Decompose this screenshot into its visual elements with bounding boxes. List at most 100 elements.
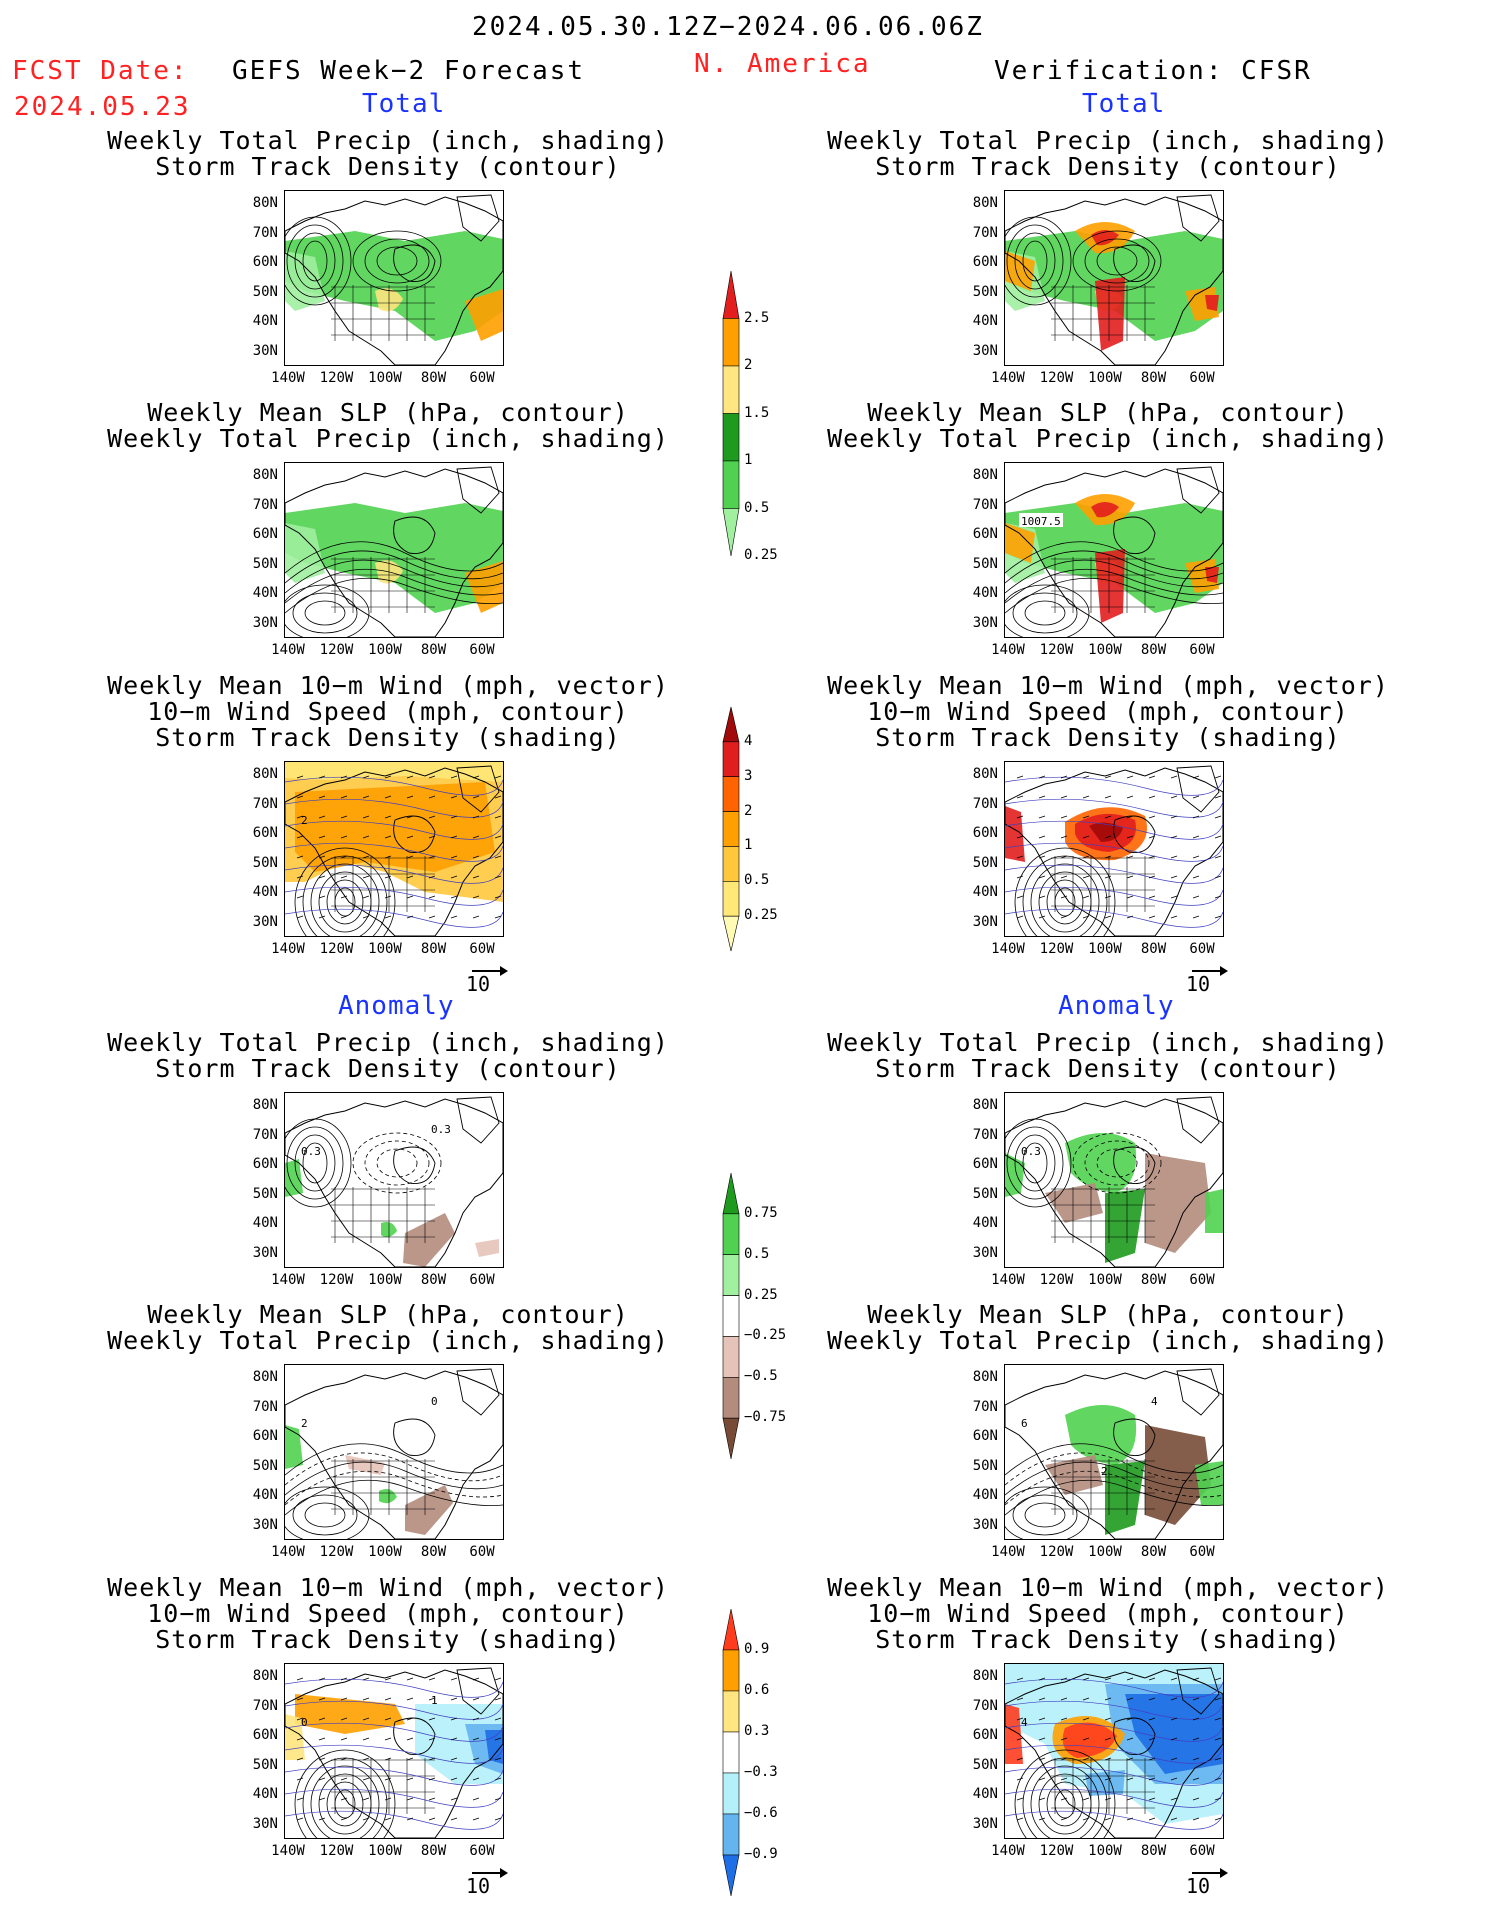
time-range-title: 2024.05.30.12Z−2024.06.06.06Z xyxy=(472,12,984,42)
colorbar-tick-label: −0.6 xyxy=(744,1805,778,1821)
panel-title-line: Weekly Mean SLP (hPa, contour) xyxy=(147,1300,629,1329)
longitude-tick-label: 140W xyxy=(271,370,305,386)
map-total-wind-left: 2 xyxy=(284,761,504,937)
latitude-tick-label: 80N xyxy=(252,1369,278,1385)
latitude-tick-label: 40N xyxy=(252,1215,278,1231)
colorbar-segment xyxy=(722,365,740,414)
longitude-tick-label: 100W xyxy=(1088,1272,1122,1288)
panel-title-total-wind-left: Weekly Mean 10−m Wind (mph, vector) 10−m … xyxy=(88,673,688,751)
panel-title-anom-slp-right: Weekly Mean SLP (hPa, contour) Weekly Tot… xyxy=(808,1302,1408,1354)
latitude-tick-label: 80N xyxy=(252,1668,278,1684)
latitude-tick-label: 40N xyxy=(252,1786,278,1802)
latitude-tick-label: 50N xyxy=(252,283,278,300)
longitude-tick-label: 120W xyxy=(319,941,354,957)
longitude-tick-label: 80W xyxy=(420,1272,447,1288)
colorbar-tick-label: 0.6 xyxy=(744,1682,770,1698)
panel-title-anom-wind-left: Weekly Mean 10−m Wind (mph, vector) 10−m … xyxy=(88,1575,688,1653)
colorbar-segment xyxy=(722,1772,740,1815)
section-anomaly-left: Anomaly xyxy=(338,991,455,1021)
panel-title-line: Weekly Mean 10−m Wind (mph, vector) xyxy=(107,1573,669,1602)
contour-label: 1 xyxy=(431,1694,438,1707)
colorbar-segment xyxy=(722,1690,740,1733)
latitude-tick-label: 60N xyxy=(252,526,278,542)
panel-title-anom-precip-left: Weekly Total Precip (inch, shading) Storm… xyxy=(88,1030,688,1082)
latitude-tick-label: 50N xyxy=(972,555,998,572)
panel-title-line: Weekly Total Precip (inch, shading) xyxy=(827,424,1389,453)
latitude-tick-label: 80N xyxy=(972,1369,998,1385)
longitude-tick-label: 60W xyxy=(1189,1544,1215,1560)
panel-title-line: 10−m Wind Speed (mph, contour) xyxy=(147,1599,629,1628)
latitude-tick-label: 30N xyxy=(252,1815,278,1832)
longitude-tick-label: 120W xyxy=(1039,1544,1074,1560)
latitude-tick-label: 30N xyxy=(252,1244,278,1261)
panel-title-line: Storm Track Density (shading) xyxy=(155,1625,621,1654)
longitude-tick-label: 60W xyxy=(469,1544,495,1560)
colorbar-segment xyxy=(722,811,740,847)
latitude-tick-label: 70N xyxy=(252,1398,278,1415)
panel-title-total-slp-right: Weekly Mean SLP (hPa, contour) Weekly Tot… xyxy=(808,400,1408,452)
longitude-tick-label: 80W xyxy=(420,941,447,957)
colorbar-segment xyxy=(722,1649,740,1692)
latitude-tick-label: 60N xyxy=(252,825,278,841)
panel-title-line: Weekly Mean 10−m Wind (mph, vector) xyxy=(827,1573,1389,1602)
longitude-tick-label: 80W xyxy=(420,1843,447,1859)
vector-reference-label: 10 xyxy=(1186,972,1211,996)
latitude-tick-label: 70N xyxy=(972,1126,998,1143)
contour-label: 0.3 xyxy=(1021,1145,1041,1158)
panel-title-anom-wind-right: Weekly Mean 10−m Wind (mph, vector) 10−m … xyxy=(808,1575,1408,1653)
colorbar-segment xyxy=(722,1376,740,1419)
colorbar-segment xyxy=(722,846,740,882)
panel-title-line: Storm Track Density (shading) xyxy=(875,1625,1341,1654)
longitude-tick-label: 140W xyxy=(271,1843,305,1859)
colorbar-tick-label: −0.75 xyxy=(744,1409,787,1426)
colorbar-segment xyxy=(722,741,740,778)
latitude-tick-label: 60N xyxy=(972,526,998,542)
vector-reference-total-right: 10 xyxy=(1186,966,1228,996)
latitude-tick-label: 40N xyxy=(252,585,278,601)
latitude-tick-label: 70N xyxy=(972,224,998,241)
vector-reference-total-left: 10 xyxy=(466,966,508,996)
latitude-tick-label: 60N xyxy=(252,1428,278,1444)
latitude-tick-label: 40N xyxy=(972,1487,998,1503)
latitude-tick-label: 80N xyxy=(972,766,998,782)
longitude-tick-label: 80W xyxy=(420,642,447,658)
latitude-tick-label: 30N xyxy=(972,342,998,359)
latitude-tick-label: 80N xyxy=(252,467,278,483)
latitude-tick-label: 50N xyxy=(252,1185,278,1202)
latitude-tick-label: 80N xyxy=(972,1097,998,1113)
longitude-tick-label: 120W xyxy=(1039,642,1074,658)
latitude-tick-label: 30N xyxy=(972,913,998,930)
colorbar-tick-label: 2.5 xyxy=(744,309,770,326)
map-plot xyxy=(1005,194,1223,365)
latitude-tick-label: 70N xyxy=(252,1697,278,1714)
longitude-tick-label: 140W xyxy=(991,370,1025,386)
panel-title-line: 10−m Wind Speed (mph, contour) xyxy=(867,1599,1349,1628)
longitude-tick-label: 100W xyxy=(1088,1843,1122,1859)
map-plot xyxy=(285,194,503,365)
longitude-tick-label: 80W xyxy=(1140,1544,1167,1560)
colorbar-tick-label: 1 xyxy=(744,452,753,468)
latitude-tick-label: 30N xyxy=(252,614,278,631)
colorbar-total_precip xyxy=(722,270,740,557)
panel-title-total-wind-right: Weekly Mean 10−m Wind (mph, vector) 10−m … xyxy=(808,673,1408,751)
map-plot: 0.3 xyxy=(1005,1096,1223,1267)
longitude-tick-label: 100W xyxy=(368,642,402,658)
colorbar-anom_track xyxy=(722,1608,740,1897)
latitude-tick-label: 40N xyxy=(972,585,998,601)
colorbar-segment xyxy=(722,318,740,367)
longitude-tick-label: 60W xyxy=(469,370,495,386)
colorbar-segment xyxy=(722,1213,740,1256)
colorbar-segment xyxy=(722,706,740,743)
longitude-tick-label: 140W xyxy=(271,941,305,957)
longitude-tick-label: 60W xyxy=(1189,642,1215,658)
vector-arrow-icon xyxy=(472,1868,508,1878)
panel-title-line: Storm Track Density (shading) xyxy=(875,723,1341,752)
latitude-tick-label: 30N xyxy=(972,1815,998,1832)
longitude-tick-label: 60W xyxy=(1189,1272,1215,1288)
latitude-tick-label: 60N xyxy=(252,254,278,270)
colorbar-segment xyxy=(722,1731,740,1774)
latitude-tick-label: 50N xyxy=(972,1185,998,1202)
longitude-tick-label: 100W xyxy=(1088,941,1122,957)
latitude-tick-label: 70N xyxy=(252,1126,278,1143)
panel-title-line: Weekly Total Precip (inch, shading) xyxy=(107,126,669,155)
